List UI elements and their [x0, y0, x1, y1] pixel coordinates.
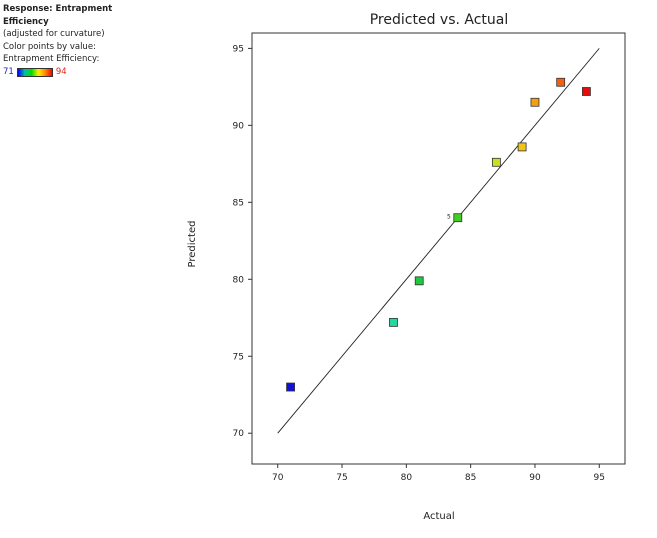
data-point	[389, 317, 398, 327]
x-axis-label: Actual	[423, 511, 454, 522]
x-tick-label: 90	[529, 473, 541, 483]
color-points-label: Color points by value:	[3, 41, 96, 52]
y-tick-label: 85	[233, 198, 244, 208]
x-tick-label: 75	[336, 473, 347, 483]
color-scale: 71 94	[3, 67, 143, 79]
reference-line	[277, 48, 600, 434]
scale-max-label: 94	[55, 67, 67, 78]
legend-panel: Response: Entrapment Efficiency (adjuste…	[3, 3, 143, 79]
data-point	[556, 77, 566, 87]
x-axis: 70 75 80 85 90 95	[272, 464, 605, 483]
plot-frame	[251, 32, 626, 465]
response-title: Response: Entrapment Efficiency	[3, 4, 113, 27]
y-axis: 70 75 80 85 90 95	[233, 44, 252, 439]
y-tick-label: 80	[233, 275, 245, 285]
x-tick-label: 70	[272, 473, 284, 483]
y-tick-label: 95	[233, 44, 244, 54]
y-axis-label: Predicted	[187, 221, 198, 268]
scale-min-label: 71	[3, 67, 14, 78]
color-gradient-bar	[16, 68, 53, 77]
data-point	[414, 276, 424, 286]
data-point	[582, 87, 591, 96]
x-tick-label: 95	[594, 473, 605, 483]
y-tick-label: 75	[233, 352, 244, 362]
x-tick-label: 85	[465, 473, 476, 483]
y-tick-label: 70	[233, 429, 245, 439]
data-point	[286, 382, 295, 392]
x-tick-label: 80	[401, 473, 413, 483]
chart-title: Predicted vs. Actual	[370, 12, 509, 28]
data-point	[453, 213, 463, 223]
data-point	[530, 97, 540, 107]
data-point	[517, 142, 527, 152]
point-count-annotation: 5	[447, 214, 451, 221]
y-tick-label: 90	[233, 121, 245, 131]
data-points: 5	[286, 77, 591, 392]
data-point	[491, 157, 501, 167]
variable-label: Entrapment Efficiency:	[3, 54, 100, 64]
curvature-note: (adjusted for curvature)	[3, 29, 105, 39]
